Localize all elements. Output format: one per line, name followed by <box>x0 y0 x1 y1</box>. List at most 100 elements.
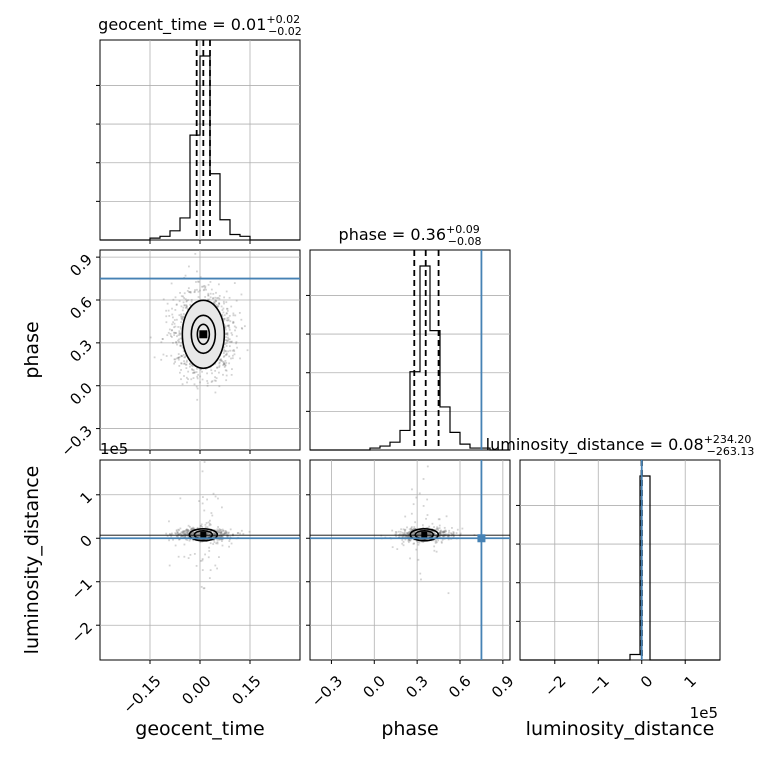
phase-vs-geocent-time-sample-point <box>222 319 225 322</box>
lumdist-vs-geocent-time-sample-point <box>206 531 209 534</box>
lumdist-vs-phase-sample-point <box>426 531 429 533</box>
lumdist-vs-phase-sample-point <box>439 531 442 534</box>
lumdist-vs-geocent-time-sample-point <box>193 536 195 539</box>
phase-vs-geocent-time-sample-point <box>210 369 213 372</box>
lumdist-vs-geocent-time-sample-point <box>197 535 200 538</box>
lumdist-vs-phase-sample-point <box>419 531 422 533</box>
lumdist-vs-geocent-time-sample-point <box>225 533 228 535</box>
lumdist-vs-geocent-time-sample-point <box>213 536 216 539</box>
lumdist-vs-phase-sample-point <box>432 530 435 533</box>
lumdist-vs-phase-sample-point <box>400 533 403 536</box>
lumdist-vs-geocent-time-sample-point <box>204 553 207 556</box>
lumdist-vs-geocent-time-sample-point <box>213 532 216 535</box>
lumdist-vs-phase-sample-point <box>444 530 447 533</box>
phase-vs-geocent-time-sample-point <box>167 331 170 334</box>
lumdist-vs-phase-sample-point <box>409 557 411 560</box>
lumdist-vs-phase-sample-point <box>408 532 410 534</box>
lumdist-vs-phase-sample-point <box>440 540 443 543</box>
lumdist-vs-geocent-time-sample-point <box>208 532 211 535</box>
phase-vs-geocent-time-sample-point <box>202 289 205 292</box>
phase-vs-geocent-time-sample-point <box>225 342 228 345</box>
phase-vs-geocent-time-sample-point <box>228 345 231 348</box>
phase-vs-geocent-time-sample-point <box>161 338 164 340</box>
phase-vs-geocent-time-sample-point <box>172 341 174 344</box>
lumdist-vs-geocent-time-sample-point <box>183 530 186 532</box>
lumdist-vs-geocent-time-sample-point <box>219 532 222 535</box>
lumdist-vs-geocent-time-sample-point <box>201 525 204 528</box>
lumdist-vs-phase-sample-point <box>439 530 442 533</box>
phase-vs-geocent-time-sample-point <box>222 352 225 355</box>
lumdist-vs-geocent-time-sample-point <box>218 531 221 533</box>
lumdist-hist-xtick-label: 0 <box>637 672 656 691</box>
phase-vs-geocent-time-sample-point <box>225 312 228 315</box>
lumdist-vs-phase-sample-point <box>407 541 410 544</box>
phase-vs-geocent-time-sample-point <box>231 368 233 371</box>
lumdist-vs-geocent-time-sample-point <box>215 530 218 532</box>
phase-vs-geocent-time-sample-point <box>183 362 186 365</box>
lumdist-vs-geocent-time-sample-point <box>203 509 206 512</box>
lumdist-vs-phase-sample-point <box>422 526 425 529</box>
lumdist-vs-geocent-time-sample-point <box>206 531 209 534</box>
phase-vs-geocent-time-sample-point <box>177 356 180 359</box>
lumdist-vs-phase-sample-point <box>399 530 402 533</box>
phase-vs-geocent-time-ylabel: phase <box>21 321 43 378</box>
lumdist-vs-phase-axes <box>309 459 511 661</box>
phase-vs-geocent-time-sample-point <box>186 305 188 308</box>
lumdist-vs-geocent-time-sample-point <box>192 539 195 542</box>
phase-vs-geocent-time-sample-point <box>206 384 209 387</box>
lumdist-vs-phase-sample-point <box>437 539 440 542</box>
lumdist-vs-geocent-time-sample-point <box>192 535 195 538</box>
phase-vs-geocent-time-sample-point <box>235 335 238 338</box>
lumdist-vs-phase-sample-point <box>419 531 422 534</box>
phase-vs-geocent-time-sample-point <box>171 313 174 316</box>
lumdist-vs-phase-sample-point <box>433 532 436 535</box>
lumdist-vs-geocent-time-sample-point <box>221 532 224 535</box>
lumdist-vs-geocent-time-sample-point <box>204 523 207 526</box>
lumdist-vs-geocent-time-sample-point <box>193 531 195 534</box>
phase-vs-geocent-time-sample-point <box>207 294 210 297</box>
phase-vs-geocent-time-ytick-label: 0.9 <box>66 250 96 280</box>
lumdist-vs-geocent-time-sample-point <box>206 535 208 537</box>
lumdist-vs-phase-sample-point <box>415 496 418 499</box>
lumdist-vs-geocent-time-xlabel: geocent_time <box>135 718 264 740</box>
lumdist-vs-geocent-time-sample-point <box>205 522 208 524</box>
lumdist-vs-phase-sample-point <box>404 515 407 518</box>
lumdist-vs-geocent-time-sample-point <box>210 529 213 532</box>
phase-vs-geocent-time-sample-point <box>185 367 188 369</box>
lumdist-vs-geocent-time-sample-point <box>191 535 194 538</box>
lumdist-vs-geocent-time-sample-point <box>196 535 199 537</box>
lumdist-vs-phase-sample-point <box>416 535 418 538</box>
lumdist-vs-geocent-time-sample-point <box>223 532 226 535</box>
lumdist-vs-geocent-time-sample-point <box>177 535 179 538</box>
lumdist-vs-phase-sample-point <box>438 527 441 529</box>
lumdist-vs-phase-sample-point <box>452 533 455 536</box>
lumdist-vs-geocent-time-sample-point <box>214 532 217 535</box>
lumdist-vs-geocent-time-sample-point <box>208 522 211 525</box>
lumdist-vs-geocent-time-sample-point <box>181 535 183 537</box>
phase-vs-geocent-time-sample-point <box>210 381 213 383</box>
lumdist-vs-phase-sample-point <box>427 527 429 529</box>
lumdist-vs-phase-sample-point <box>438 524 441 527</box>
phase-vs-geocent-time-sample-point <box>193 383 196 386</box>
lumdist-vs-geocent-time-sample-point <box>201 530 203 533</box>
phase-vs-geocent-time-sample-point <box>203 284 206 287</box>
lumdist-vs-geocent-time-sample-point <box>221 506 223 509</box>
phase-vs-geocent-time-sample-point <box>171 316 174 319</box>
lumdist-vs-phase-sample-point <box>439 532 441 535</box>
phase-vs-geocent-time-sample-point <box>221 359 223 362</box>
phase-vs-geocent-time-sample-point <box>195 385 198 388</box>
phase-vs-geocent-time-sample-point <box>176 339 179 342</box>
lumdist-vs-geocent-time-sample-point <box>219 531 221 534</box>
lumdist-vs-phase-sample-point <box>426 465 429 468</box>
lumdist-vs-geocent-time-sample-point <box>212 492 215 495</box>
lumdist-vs-geocent-time-sample-point <box>219 536 222 539</box>
phase-vs-geocent-time-sample-point <box>174 358 177 361</box>
phase-vs-geocent-time-sample-point <box>224 317 226 320</box>
lumdist-vs-phase-sample-point <box>412 532 415 534</box>
phase-vs-geocent-time-sample-point <box>214 391 217 394</box>
lumdist-vs-geocent-time-sample-point <box>211 535 214 538</box>
lumdist-vs-phase-sample-point <box>413 542 416 545</box>
lumdist-vs-geocent-time-sample-point <box>199 532 202 535</box>
phase-vs-geocent-time-sample-point <box>194 289 196 291</box>
lumdist-vs-geocent-time-sample-point <box>182 530 185 533</box>
